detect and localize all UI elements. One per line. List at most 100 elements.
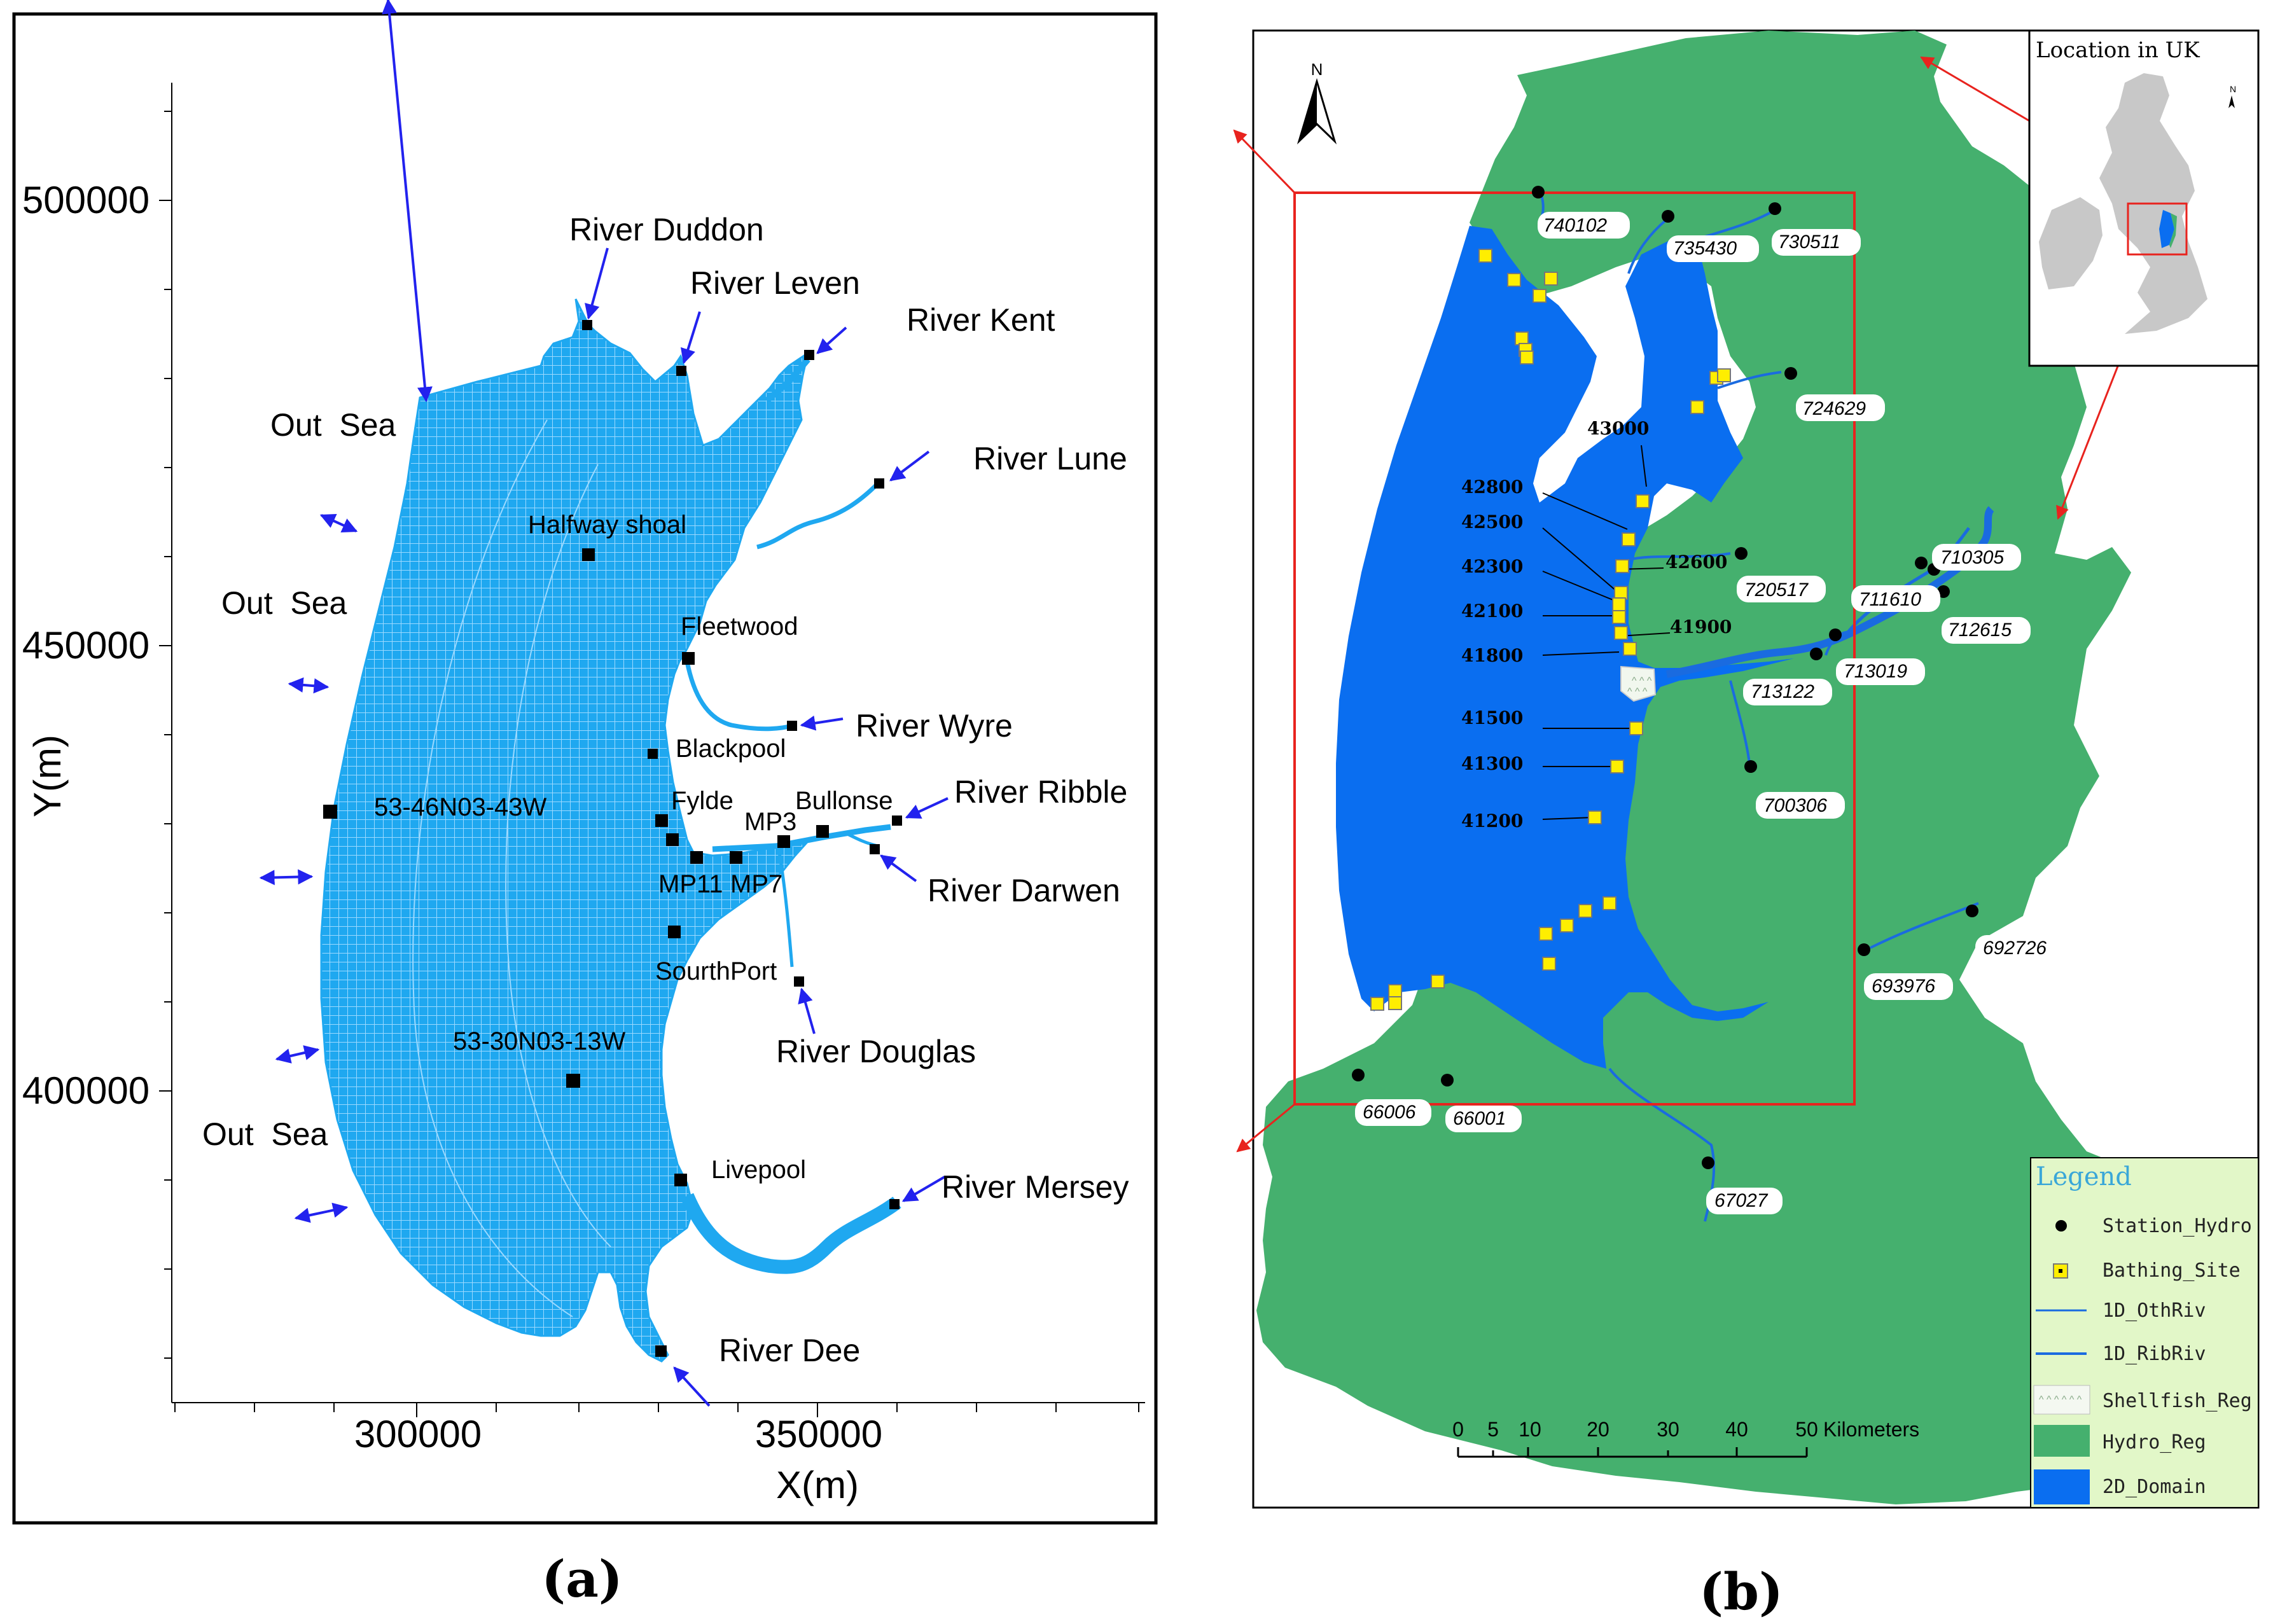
bathing-42300: 42300 [1461, 556, 1523, 577]
label-river-dee: River Dee [719, 1333, 860, 1368]
label-mp11: MP11 [658, 870, 723, 898]
inset-study-area [2159, 210, 2174, 248]
label-river-ribble: River Ribble [954, 774, 1127, 810]
legend-hydro-reg: Hydro_Reg [2103, 1431, 2206, 1454]
station-66006: 66006 [1363, 1102, 1416, 1123]
river-leven [1627, 218, 1668, 274]
station-lune [874, 478, 884, 489]
station-leven [676, 366, 686, 376]
station-53-46n [323, 805, 337, 819]
scale-20: 20 [1587, 1418, 1609, 1441]
legend-symbol-station [2055, 1220, 2067, 1232]
label-livepool: Livepool [711, 1156, 806, 1184]
arrow-ribble [905, 797, 949, 819]
station-720517: 720517 [1744, 580, 1809, 600]
legend-2d-domain: 2D_Domain [2103, 1476, 2206, 1498]
scale-5: 5 [1487, 1418, 1499, 1441]
station-700306: 700306 [1763, 795, 1827, 816]
scale-30: 30 [1657, 1418, 1679, 1441]
station-blackpool [648, 749, 658, 759]
bathing-43000: 43000 [1587, 418, 1649, 439]
panel-a-axes [159, 83, 1145, 1417]
label-river-wyre: River Wyre [856, 708, 1013, 744]
station-wyre [787, 721, 797, 731]
label-station-53-30n: 53-30N03-13W [453, 1027, 625, 1055]
station-713122: 713122 [1751, 681, 1814, 702]
north-label: N [1311, 60, 1323, 79]
label-southport: SourthPort [655, 957, 777, 985]
arrow-outsea-1 [382, 0, 433, 403]
arrow-outsea-6 [294, 1202, 349, 1223]
station-duddon [582, 320, 592, 330]
y-tick-500000: 500000 [22, 179, 149, 221]
station-darwen [870, 844, 880, 854]
rivers [1538, 190, 1994, 1222]
station-mp7 [730, 851, 742, 864]
station-southport [668, 926, 681, 938]
legend-1d-ribriv: 1D_RibRiv [2103, 1343, 2206, 1365]
label-river-darwen: River Darwen [928, 873, 1120, 908]
station-ribble [892, 815, 902, 826]
river-lune-channel [756, 482, 880, 550]
scale-unit: Kilometers [1823, 1418, 1919, 1441]
arrow-lune [889, 450, 930, 482]
station-labels: 740102 735430 730511 724629 720517 71030… [1355, 212, 2064, 1214]
svg-text:^ ^ ^: ^ ^ ^ [1632, 676, 1652, 686]
arrow-darwen [880, 854, 917, 882]
river-wyre [1628, 552, 1731, 561]
bathing-41500: 41500 [1461, 707, 1523, 728]
station-730511: 730511 [1778, 232, 1840, 253]
label-river-kent: River Kent [907, 302, 1055, 338]
panel-a: 500000 450000 400000 300000 350000 X(m) … [12, 0, 1158, 1609]
bathing-leaders [1542, 445, 1671, 820]
label-river-leven: River Leven [690, 265, 860, 301]
label-out-sea-3: Out Sea [202, 1116, 328, 1152]
station-693976: 693976 [1872, 976, 1935, 997]
legend-symbol-hydro-reg [2034, 1425, 2090, 1457]
label-river-mersey: River Mersey [942, 1169, 1129, 1205]
legend-bathing-site: Bathing_Site [2103, 1260, 2241, 1282]
station-692726: 692726 [1983, 938, 2047, 959]
north-arrow: N [1296, 60, 1337, 145]
river-kent-channel [764, 357, 810, 403]
legend-station-hydro: Station_Hydro [2103, 1215, 2252, 1237]
station-724629: 724629 [1802, 398, 1866, 419]
inset-title: Location in UK [2036, 38, 2200, 63]
station-710305: 710305 [1940, 547, 2004, 568]
bathing-labels: 43000 42800 42500 42600 42300 42100 4190… [1461, 418, 1732, 831]
station-740102: 740102 [1543, 215, 1607, 236]
legend-symbol-shellfish [2033, 1385, 2090, 1415]
hydro-stations [1352, 186, 1978, 1169]
station-67027: 67027 [1714, 1190, 1769, 1211]
y-tick-450000: 450000 [22, 624, 149, 667]
scale-bar: 0 5 10 20 30 40 50 Kilometers [1452, 1418, 1919, 1458]
label-river-lune: River Lune [973, 441, 1127, 476]
svg-text:^ ^ ^ ^ ^ ^: ^ ^ ^ ^ ^ ^ [2039, 1394, 2082, 1405]
domain-box [1293, 191, 1856, 1106]
river-ribble-branch [1844, 527, 1971, 637]
model-mesh [320, 298, 901, 1363]
bathing-41900: 41900 [1670, 616, 1732, 637]
river-mersey-channel [680, 1193, 901, 1274]
label-halfway-shoal: Halfway shoal [528, 511, 686, 539]
station-livepool [674, 1174, 687, 1186]
scale-10: 10 [1519, 1418, 1541, 1441]
label-bullonse: Bullonse [795, 787, 893, 815]
legend-title: Legend [2036, 1162, 2132, 1191]
station-711610: 711610 [1859, 589, 1921, 610]
x-tick-350000: 350000 [755, 1413, 882, 1455]
label-station-53-46n: 53-46N03-43W [374, 793, 546, 821]
river-lune [1717, 371, 1782, 389]
shellfish-region: ^ ^ ^ ^ ^ ^ [1620, 665, 1657, 702]
2d-domain [1336, 226, 1794, 1069]
svg-text:^ ^ ^: ^ ^ ^ [1627, 686, 1648, 697]
label-fylde: Fylde [671, 787, 733, 815]
bathing-42100: 42100 [1461, 600, 1523, 621]
arrow-leven [680, 311, 701, 364]
label-mp3: MP3 [744, 808, 796, 836]
station-712615: 712615 [1948, 620, 2012, 641]
river-douglas-channel [777, 852, 794, 968]
station-halfway-shoal [582, 548, 595, 561]
bathing-41200: 41200 [1461, 810, 1523, 831]
